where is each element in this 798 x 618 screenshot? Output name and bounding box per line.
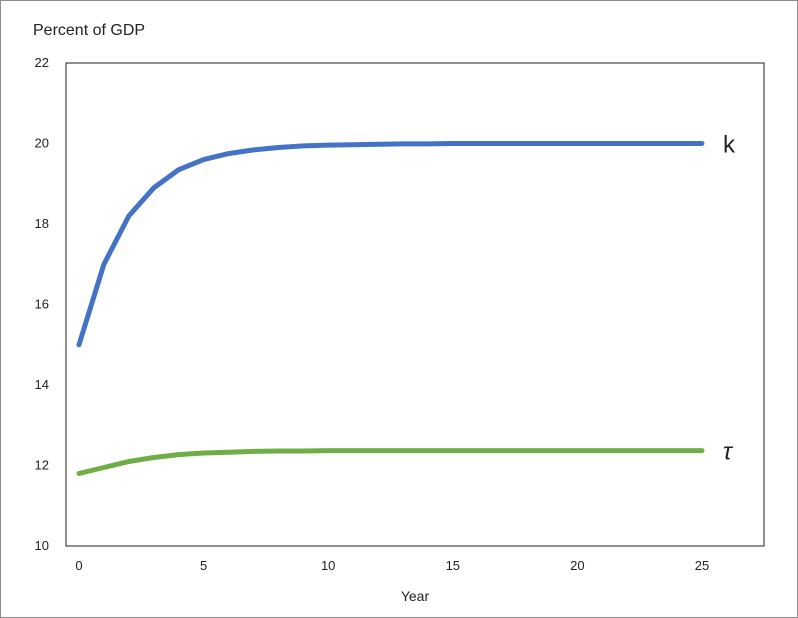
x-tick-label: 5 <box>200 558 207 573</box>
x-axis-title: Year <box>401 588 430 604</box>
x-tick-label: 0 <box>75 558 82 573</box>
series-labels: kτ <box>723 132 736 466</box>
y-tick-labels: 10 12 14 16 18 20 22 <box>35 55 49 553</box>
x-tick-labels: 0 5 10 15 20 25 <box>75 558 709 573</box>
x-tick-label: 15 <box>446 558 460 573</box>
y-tick-label: 16 <box>35 297 49 312</box>
y-tick-label: 14 <box>35 377 49 392</box>
plot-area <box>65 62 765 547</box>
x-tick-label: 25 <box>695 558 709 573</box>
y-tick-label: 20 <box>35 136 49 151</box>
series-label-k: k <box>723 132 736 159</box>
y-tick-label: 18 <box>35 216 49 231</box>
y-tick-label: 10 <box>35 538 49 553</box>
series-label-tau: τ <box>723 439 734 466</box>
series-line-tau <box>76 448 705 476</box>
series-lines <box>76 141 705 476</box>
y-axis-title: Percent of GDP <box>33 22 145 39</box>
y-tick-label: 22 <box>35 55 49 70</box>
y-tick-label: 12 <box>35 458 49 473</box>
series-line-k <box>76 141 705 348</box>
x-tick-label: 10 <box>321 558 335 573</box>
x-tick-label: 20 <box>570 558 584 573</box>
